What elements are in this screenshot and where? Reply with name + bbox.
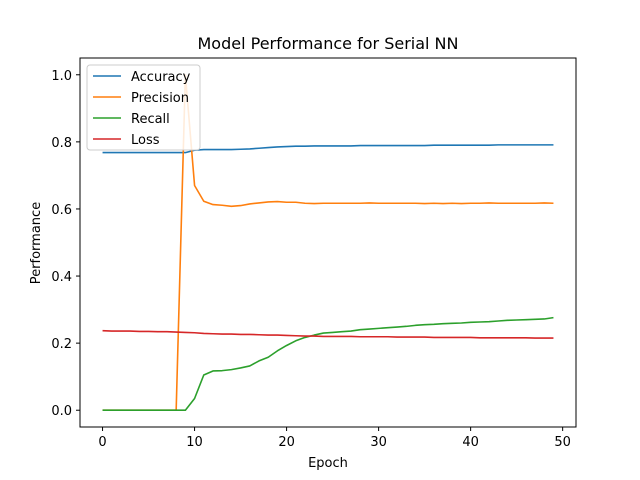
y-axis: 0.0 0.2 0.4 0.6 0.8 1.0 [51,69,80,419]
series-line-precision [102,73,554,412]
y-tick-label: 0.2 [51,337,72,352]
x-tick-label: 20 [278,435,295,450]
y-tick-label: 0.6 [51,203,72,218]
legend-label-accuracy: Accuracy [131,70,191,85]
y-tick-label: 0.8 [51,136,72,151]
x-tick-label: 10 [186,435,203,450]
legend-label-recall: Recall [131,112,170,127]
series-line-loss [102,329,554,339]
plot-area [79,57,577,428]
x-tick-label: 50 [554,435,571,450]
x-tick-label: 30 [370,435,387,450]
x-tick-label: 40 [462,435,479,450]
y-tick-label: 1.0 [51,69,72,84]
x-tick-label: 0 [98,435,106,450]
x-axis: 0 10 20 30 40 50 [98,427,571,450]
series-line-recall [102,316,554,412]
series-line-accuracy [102,144,554,154]
legend-label-loss: Loss [131,133,160,148]
legend-box [86,64,201,151]
plot-frame [79,57,577,428]
legend: Accuracy Precision Recall Loss [86,64,201,151]
chart-title: Model Performance for Serial NN [198,34,459,53]
x-axis-label: Epoch [308,456,348,471]
legend-label-precision: Precision [131,91,189,106]
y-axis-label: Performance [29,202,44,284]
y-tick-label: 0.0 [51,404,72,419]
y-tick-label: 0.4 [51,270,72,285]
